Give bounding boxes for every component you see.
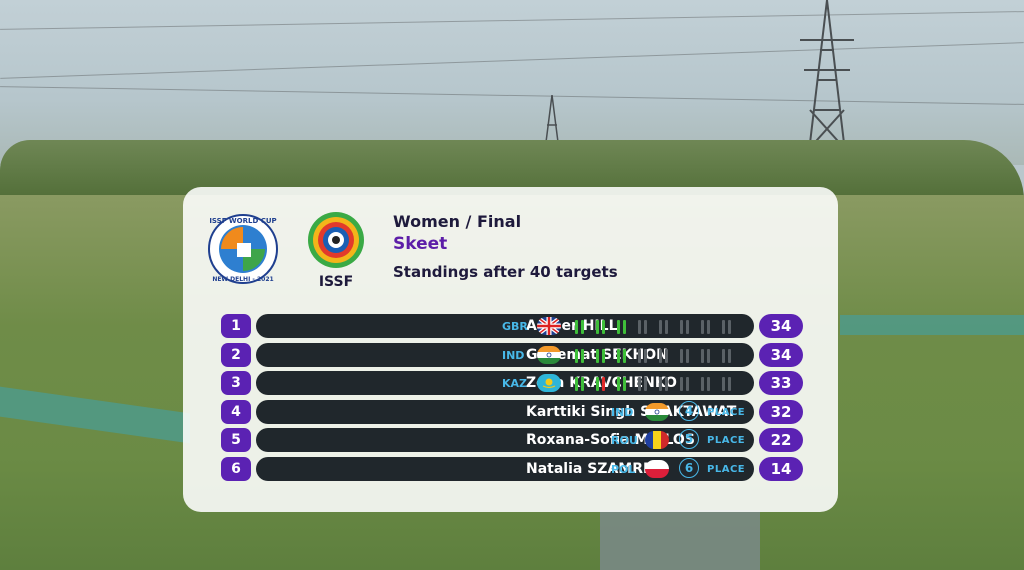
walkway	[600, 510, 760, 570]
rank-badge: 5	[221, 428, 251, 453]
athlete-bar: Natalia SZAMREJ POL 6 PLACE	[256, 457, 754, 481]
sky	[0, 0, 1024, 165]
athlete-bar: Karttiki Singh SHAKTAWAT IND 4 PLACE	[256, 399, 754, 424]
standings-row: 2 Ganemat SEKHON IND 34	[0, 342, 1024, 369]
nation-flag-icon	[537, 374, 561, 393]
nation-code: ROU	[611, 434, 638, 448]
score-badge: 34	[759, 314, 803, 338]
score-badge: 14	[759, 457, 803, 481]
nation-flag-icon	[537, 317, 561, 335]
score-badge: 33	[759, 371, 803, 396]
final-place-badge: 6	[679, 458, 699, 478]
standings-row: 4 Karttiki Singh SHAKTAWAT IND 4 PLACE 32	[0, 399, 1024, 426]
power-tower	[800, 0, 854, 160]
standings-subtitle: Standings after 40 targets	[393, 263, 618, 281]
score-badge: 34	[759, 342, 803, 367]
score-badge: 32	[759, 399, 803, 424]
nation-flag-icon	[645, 402, 669, 421]
rank-badge: 6	[221, 457, 251, 481]
target-hits	[575, 376, 743, 392]
event-title: Women / Final	[393, 212, 522, 231]
athlete-bar: Roxana-Sofia MIKLOS ROU 5 PLACE	[256, 428, 754, 453]
target-hits	[575, 319, 743, 334]
athlete-bar: Amber HILL GBR	[256, 314, 754, 338]
target-hits	[575, 348, 743, 363]
rank-badge: 2	[221, 342, 251, 367]
place-label: PLACE	[707, 406, 746, 418]
standings-row: 3 Zoya KRAVCHENKO KAZ 33	[0, 371, 1024, 397]
discipline-title: Skeet	[393, 234, 448, 254]
score-badge: 22	[759, 428, 803, 453]
final-place-badge: 5	[679, 429, 699, 450]
nation-code: IND	[502, 348, 525, 362]
nation-code: IND	[611, 405, 634, 419]
athlete-bar: Zoya KRAVCHENKO KAZ	[256, 371, 754, 396]
world-cup-logo: ISSF WORLD CUP NEW DELHI - 2021	[208, 214, 278, 284]
standings-row: 1 Amber HILL GBR 34	[0, 314, 1024, 340]
rank-badge: 1	[221, 314, 251, 338]
nation-code: KAZ	[502, 377, 528, 391]
athlete-name: Natalia SZAMREJ	[526, 461, 658, 477]
nation-flag-icon	[537, 345, 561, 364]
standings-row: 6 Natalia SZAMREJ POL 6 PLACE 14	[0, 457, 1024, 483]
nation-flag-icon	[645, 460, 669, 478]
place-label: PLACE	[707, 464, 746, 475]
nation-code: POL	[611, 463, 636, 476]
nation-flag-icon	[645, 431, 669, 450]
nation-code: GBR	[502, 320, 528, 333]
athlete-bar: Ganemat SEKHON IND	[256, 342, 754, 367]
walkway	[840, 315, 1024, 335]
place-label: PLACE	[707, 435, 746, 447]
svg-text:ISSF: ISSF	[319, 274, 353, 290]
final-place-badge: 4	[679, 400, 699, 421]
standings-row: 5 Roxana-Sofia MIKLOS ROU 5 PLACE 22	[0, 428, 1024, 454]
issf-logo: ISSF	[308, 212, 364, 290]
rank-badge: 4	[221, 399, 251, 424]
svg-text:NEW DELHI - 2021: NEW DELHI - 2021	[212, 276, 273, 283]
rank-badge: 3	[221, 371, 251, 396]
svg-text:ISSF WORLD CUP: ISSF WORLD CUP	[209, 217, 276, 225]
